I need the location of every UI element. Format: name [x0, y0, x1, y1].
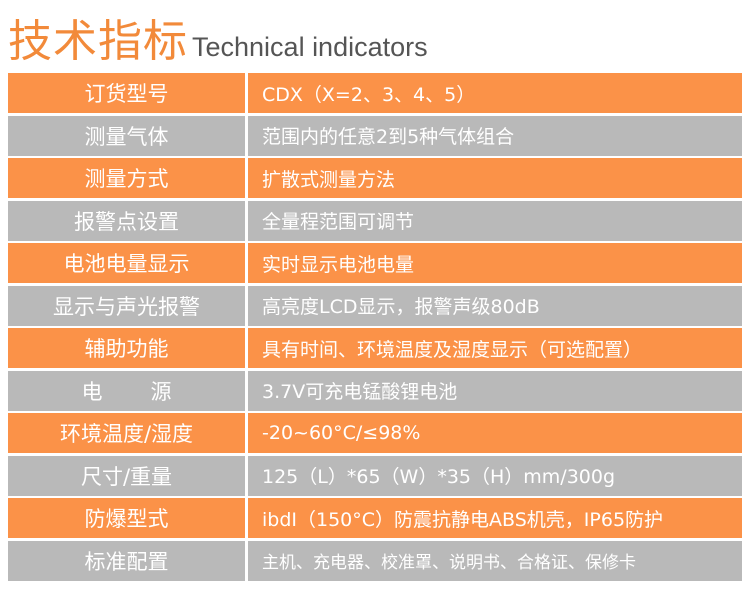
table-row-measuring-method: 测量方式 扩散式测量方法 [8, 158, 742, 198]
row-label: 辅助功能 [8, 328, 245, 368]
table-row-auxiliary-functions: 辅助功能 具有时间、环境温度及湿度显示（可选配置） [8, 328, 742, 368]
row-label: 标准配置 [8, 540, 245, 581]
row-value: 3.7V可充电锰酸锂电池 [248, 370, 742, 411]
row-value: 125（L）*65（W）*35（H）mm/300g [248, 455, 742, 496]
row-value: 具有时间、环境温度及湿度显示（可选配置） [248, 328, 742, 368]
row-value: CDX（X=2、3、4、5） [248, 73, 742, 113]
table-row-display-alarm: 显示与声光报警 高亮度LCD显示，报警声级80dB [8, 285, 742, 326]
row-label: 订货型号 [8, 73, 245, 113]
row-label: 电池电量显示 [8, 243, 245, 283]
table-row-environment: 环境温度/湿度 -20~60°C/≤98% [8, 413, 742, 453]
row-label-part: 源 [150, 379, 172, 404]
row-label: 报警点设置 [8, 200, 245, 241]
title-english: Technical indicators [192, 32, 428, 62]
table-row-measured-gas: 测量气体 范围内的任意2到5种气体组合 [8, 115, 742, 156]
row-value: 实时显示电池电量 [248, 243, 742, 283]
table-row-size-weight: 尺寸/重量 125（L）*65（W）*35（H）mm/300g [8, 455, 742, 496]
title-chinese: 技术指标 [8, 16, 188, 67]
row-label: 防爆型式 [8, 498, 245, 538]
table-row-order-model: 订货型号 CDX（X=2、3、4、5） [8, 73, 742, 113]
row-label: 尺寸/重量 [8, 455, 245, 496]
table-row-alarm-setting: 报警点设置 全量程范围可调节 [8, 200, 742, 241]
table-row-battery-display: 电池电量显示 实时显示电池电量 [8, 243, 742, 283]
row-value: -20~60°C/≤98% [248, 413, 742, 453]
row-value: ibdI（150°C）防震抗静电ABS机壳，IP65防护 [248, 498, 742, 538]
page-header: 技术指标 Technical indicators [8, 14, 428, 66]
row-label: 测量方式 [8, 158, 245, 198]
row-value: 范围内的任意2到5种气体组合 [248, 115, 742, 156]
row-value: 高亮度LCD显示，报警声级80dB [248, 285, 742, 326]
row-label-part: 电 [81, 379, 103, 404]
table-row-explosion-proof: 防爆型式 ibdI（150°C）防震抗静电ABS机壳，IP65防护 [8, 498, 742, 538]
table-row-standard-config: 标准配置 主机、充电器、校准罩、说明书、合格证、保修卡 [8, 540, 742, 581]
row-value: 扩散式测量方法 [248, 158, 742, 198]
spec-table: 订货型号 CDX（X=2、3、4、5） 测量气体 范围内的任意2到5种气体组合 … [8, 73, 742, 583]
row-value: 全量程范围可调节 [248, 200, 742, 241]
row-label: 测量气体 [8, 115, 245, 156]
row-label: 环境温度/湿度 [8, 413, 245, 453]
row-value: 主机、充电器、校准罩、说明书、合格证、保修卡 [248, 540, 742, 581]
row-label: 显示与声光报警 [8, 285, 245, 326]
table-row-power-supply: 电源 3.7V可充电锰酸锂电池 [8, 370, 742, 411]
row-label: 电源 [8, 370, 245, 411]
